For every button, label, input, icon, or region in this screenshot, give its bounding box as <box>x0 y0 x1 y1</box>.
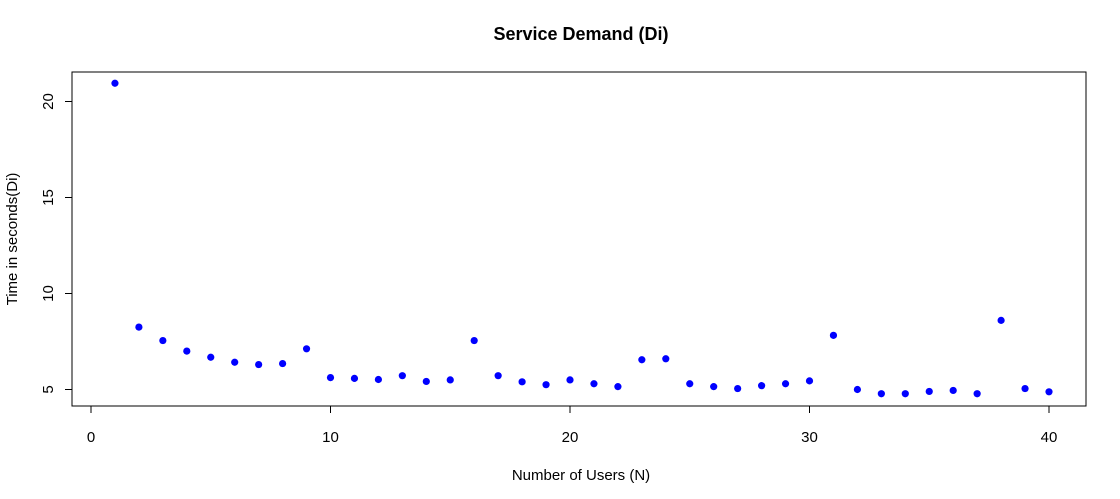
data-point <box>638 356 646 364</box>
data-point <box>542 381 550 389</box>
data-point <box>398 372 406 380</box>
chart-title: Service Demand (Di) <box>493 24 668 44</box>
y-axis: 5 10 15 20 <box>40 93 73 394</box>
data-point <box>279 359 287 368</box>
data-point <box>997 316 1005 324</box>
data-point <box>518 378 526 386</box>
x-tick-label: 20 <box>562 429 579 446</box>
data-point <box>614 383 622 391</box>
x-tick-label: 0 <box>87 429 95 446</box>
data-point <box>374 375 382 384</box>
data-point <box>590 380 598 388</box>
data-point <box>207 353 215 361</box>
y-tick-label: 10 <box>40 285 57 302</box>
data-point <box>734 384 742 393</box>
data-point <box>1021 384 1029 393</box>
y-tick-label: 5 <box>40 385 57 393</box>
data-point <box>255 360 263 369</box>
plot-area-frame <box>71 71 1087 407</box>
y-tick-label: 15 <box>40 189 57 206</box>
data-point <box>710 383 718 391</box>
data-point <box>422 377 430 386</box>
data-point <box>686 380 694 388</box>
data-point <box>758 382 766 390</box>
data-point <box>159 336 167 345</box>
y-tick-label: 20 <box>40 93 57 110</box>
data-point <box>111 79 119 87</box>
data-point <box>326 373 335 382</box>
data-point <box>446 376 454 384</box>
data-point <box>949 386 957 395</box>
data-point <box>877 390 885 398</box>
y-axis-label: Time in seconds(Di) <box>4 173 21 306</box>
data-point <box>302 345 311 353</box>
data-point <box>925 387 933 396</box>
x-axis-label: Number of Users (N) <box>512 467 650 484</box>
data-point <box>662 355 670 363</box>
x-axis: 0 10 20 30 40 <box>87 405 1058 446</box>
data-point <box>973 390 981 398</box>
data-point <box>135 323 143 331</box>
data-point <box>805 377 814 385</box>
data-point <box>901 390 909 398</box>
data-point <box>781 380 790 388</box>
data-point <box>470 336 478 345</box>
data-point <box>183 347 191 355</box>
x-tick-label: 30 <box>801 429 818 446</box>
x-tick-label: 10 <box>322 429 339 446</box>
data-point <box>350 374 359 382</box>
data-point <box>231 358 239 366</box>
data-point <box>1045 388 1053 396</box>
data-point <box>494 372 502 380</box>
data-points <box>111 79 1053 398</box>
x-tick-label: 40 <box>1041 429 1058 446</box>
data-point <box>566 376 574 384</box>
data-point <box>829 331 838 339</box>
data-point <box>853 385 862 394</box>
